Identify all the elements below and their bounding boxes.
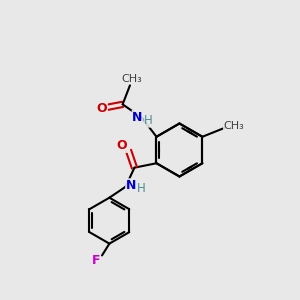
Text: N: N <box>126 179 136 192</box>
Text: O: O <box>97 102 107 115</box>
Text: H: H <box>144 114 153 127</box>
Text: H: H <box>136 182 145 195</box>
Text: N: N <box>132 110 142 124</box>
Text: CH₃: CH₃ <box>121 74 142 84</box>
Text: CH₃: CH₃ <box>224 122 244 131</box>
Text: F: F <box>92 254 100 267</box>
Text: O: O <box>117 140 128 152</box>
